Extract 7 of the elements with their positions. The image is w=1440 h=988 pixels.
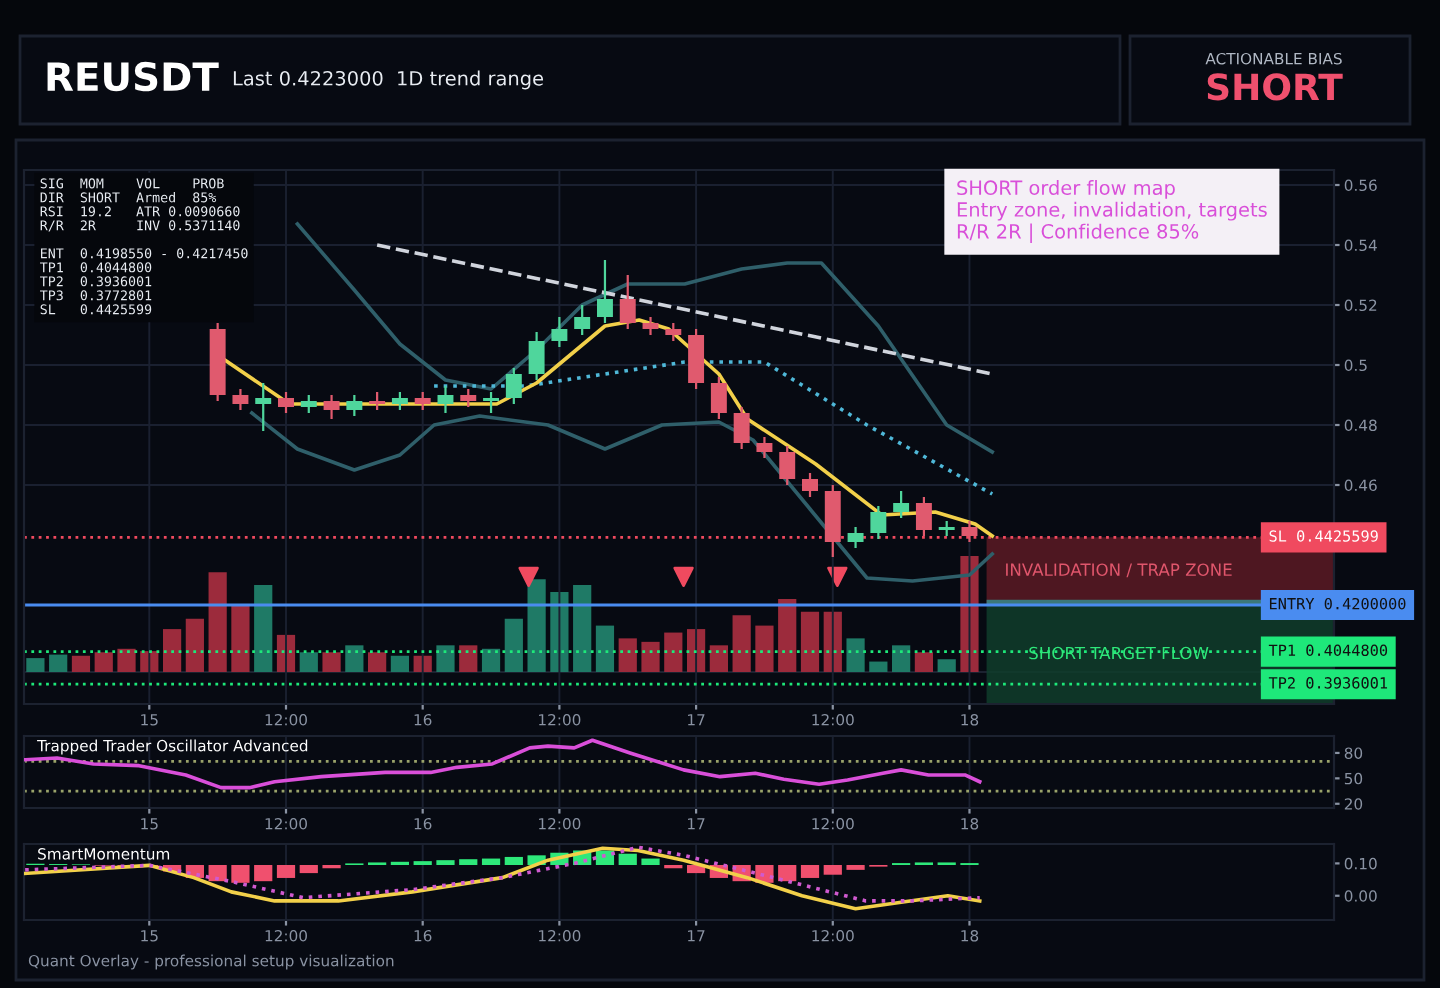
text: Last 0.4223000	[233, 70, 383, 86]
text: 1D trend range	[398, 70, 544, 90]
annotation: SHORT order flow map Entry zone, invalidation, targets R/R 2R | Confidence 85%	[957, 180, 1267, 244]
chart-title: REUSDT	[47, 61, 219, 92]
band-label: SHORT TARGET FLOW	[1029, 646, 1209, 660]
text: SHORT	[1207, 73, 1343, 101]
band-label: INVALIDATION / TRAP ZONE	[1006, 563, 1232, 578]
